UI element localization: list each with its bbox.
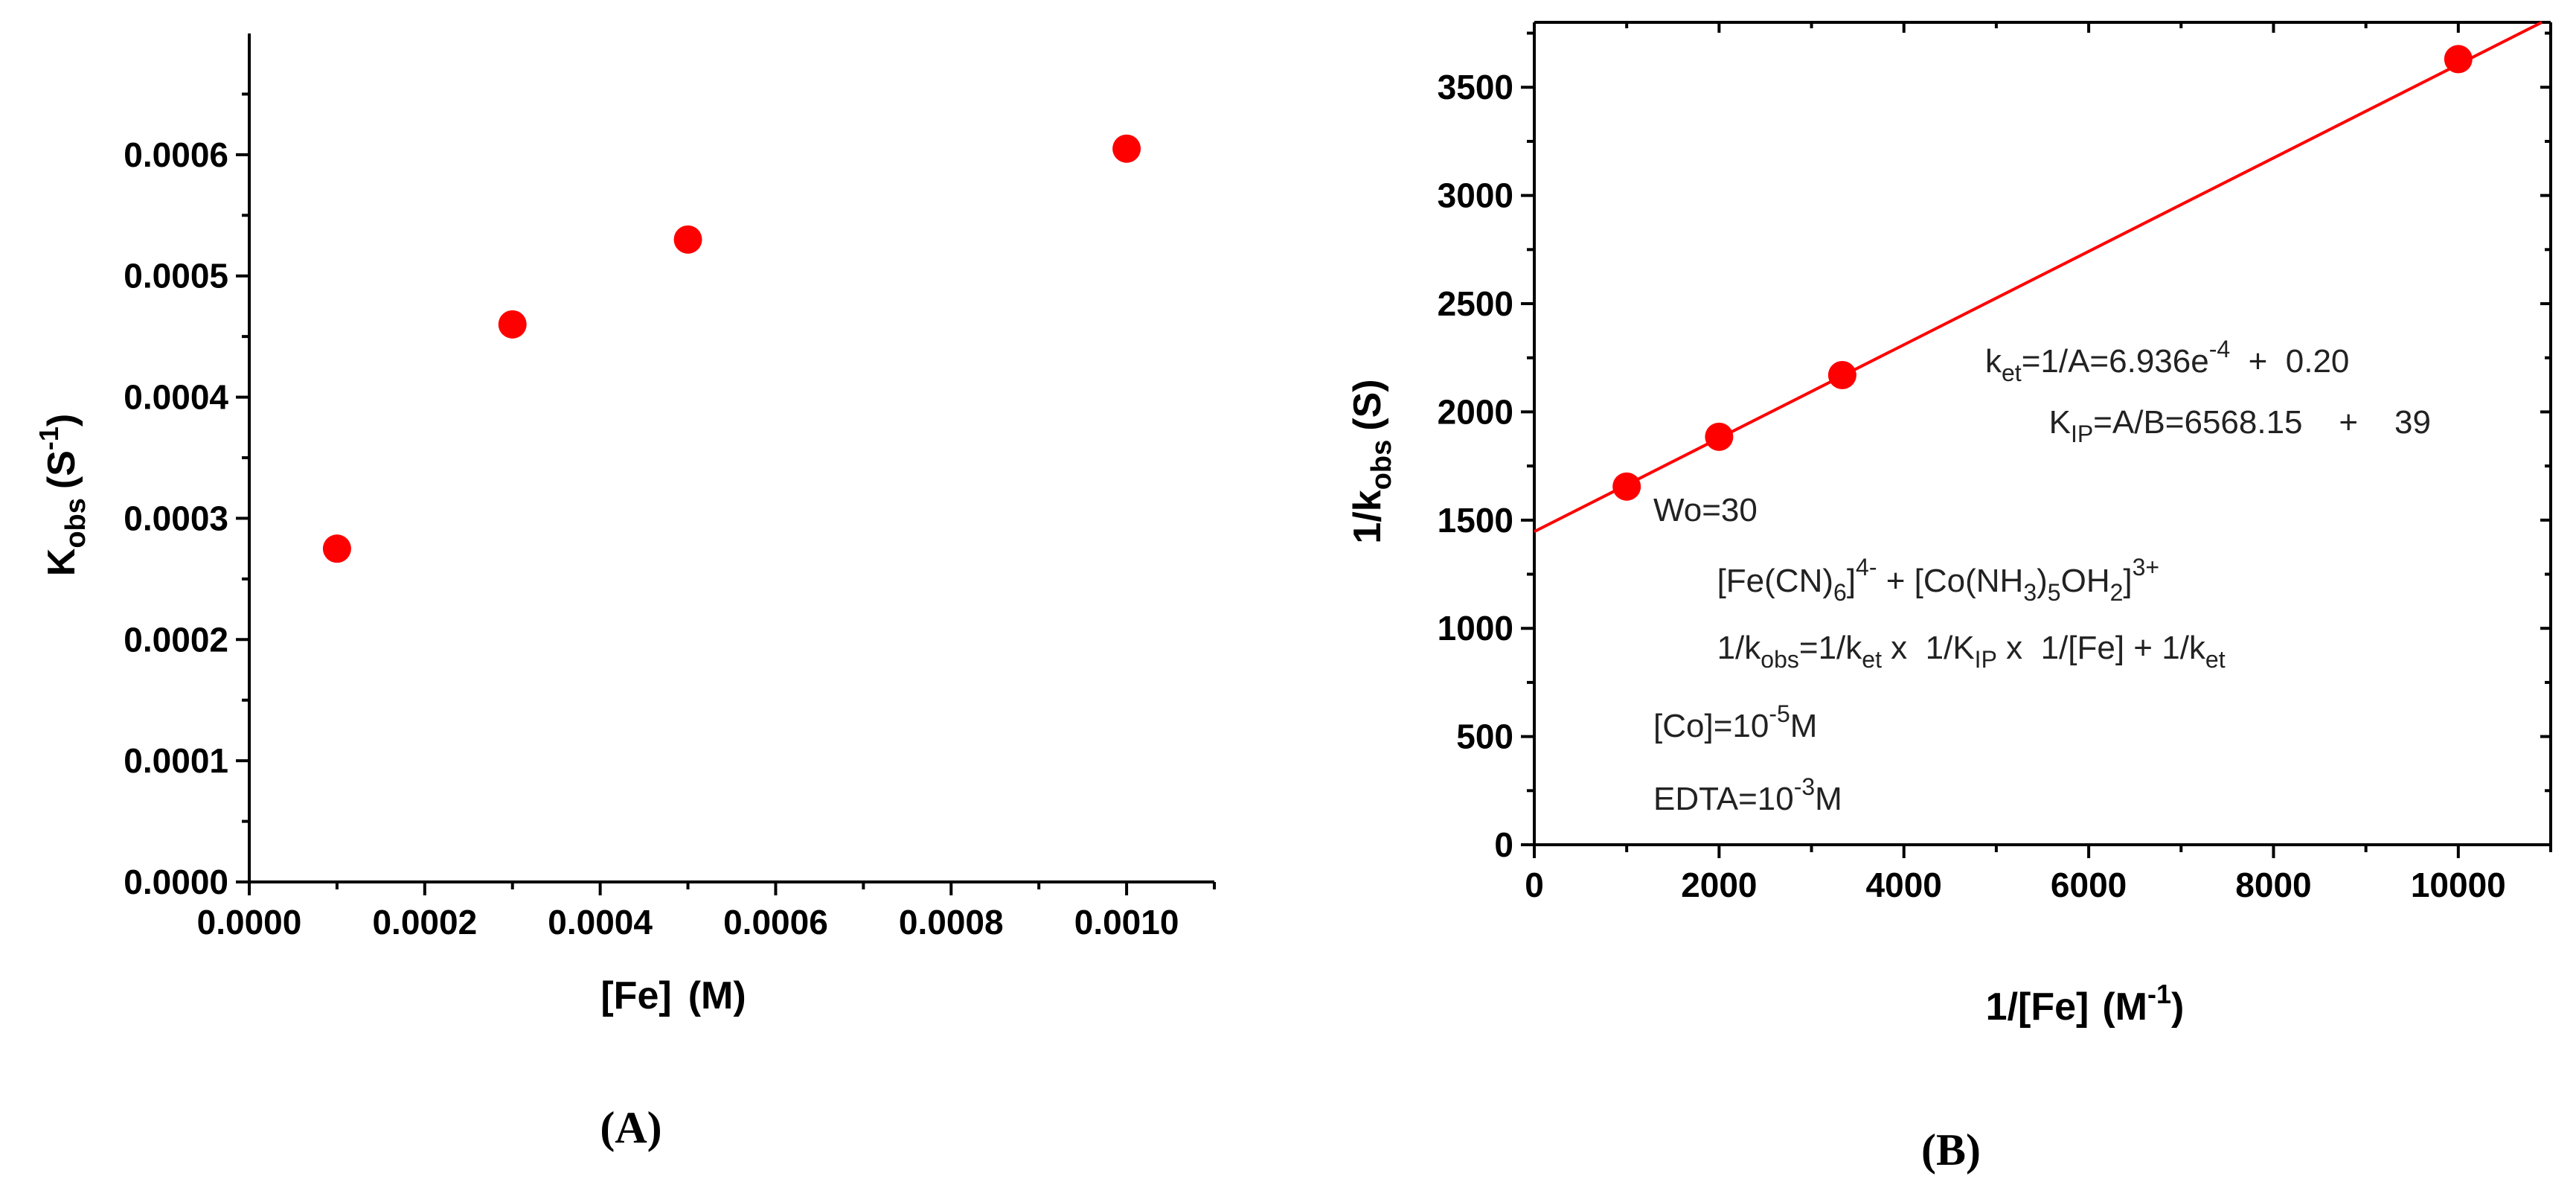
x-tick-label: 0.0000 <box>197 903 302 942</box>
y-tick-label: 0.0004 <box>124 378 228 417</box>
chart-a-axes <box>248 33 1214 883</box>
x-tick-label: 0.0002 <box>372 903 477 942</box>
wo-annotation: Wo=30 <box>1653 492 1758 528</box>
data-point <box>498 310 527 339</box>
chart-b-points <box>1612 45 2473 501</box>
x-tick-label: 0.0008 <box>899 903 1004 942</box>
chart-a: 0.0000 0.0002 0.0004 0.0006 0.0008 0.0010 0.0… <box>33 33 1216 1152</box>
y-tick-label: 1500 <box>1438 501 1513 540</box>
x-tick-label: 8000 <box>2235 866 2311 904</box>
kip-annotation: KIP=A/B=6568.15 + 39 <box>1985 404 2476 447</box>
edta-annotation: EDTA=10-3M <box>1653 773 1842 817</box>
y-tick-label: 0.0003 <box>124 499 228 537</box>
data-point <box>2444 45 2473 74</box>
x-tick-label: 4000 <box>1866 866 1942 904</box>
x-tick-label: 0.0006 <box>723 903 828 942</box>
chart-b-axes <box>1533 21 2552 846</box>
chart-b-panel-label: (B) <box>1921 1125 1981 1174</box>
y-tick-label: 3500 <box>1438 68 1513 106</box>
data-point <box>1827 360 1856 389</box>
y-tick-label: 2500 <box>1438 284 1513 323</box>
x-tick-label: 0.0004 <box>548 903 653 942</box>
y-tick-label: 0.0002 <box>124 620 228 659</box>
y-tick-label: 3000 <box>1438 176 1513 215</box>
y-tick-label: 500 <box>1456 717 1513 756</box>
y-tick-label: 0.0006 <box>124 135 228 174</box>
reaction-annotation: [Fe(CN)6]4- + [Co(NH3)5OH2]3+ <box>1653 546 2205 606</box>
equation-annotation: 1/kobs=1/ket x 1/KIP x 1/[Fe] + 1/ket <box>1653 630 2271 675</box>
fit-line <box>1534 21 2543 534</box>
x-tick-label: 2000 <box>1681 866 1757 904</box>
data-point <box>673 225 702 254</box>
chart-b: 0 2000 4000 6000 8000 10000 0 500 1000 1500 2000 2… <box>1346 21 2552 1174</box>
data-point <box>1112 134 1141 163</box>
chart-a-points <box>322 134 1141 563</box>
y-tick-label: 1000 <box>1438 609 1513 648</box>
chart-a-panel-label: (A) <box>600 1103 661 1152</box>
x-tick-label: 0 <box>1525 866 1544 904</box>
ket-annotation: ket=1/A=6.936e-4 + 0.20 <box>1985 336 2349 386</box>
chart-b-y-axis-title: 1/kobs(S) <box>1346 379 1397 543</box>
chart-a-y-axis-title: Kobs(S-1) <box>33 414 92 576</box>
chart-a-y-ticks: 0.0000 0.0001 0.0002 0.0003 0.0004 0.0005 0.00… <box>124 92 249 901</box>
chart-a-x-axis-title: [Fe] (M) <box>600 974 746 1017</box>
chart-b-x-axis-title: 1/[Fe] (M-1) <box>1986 979 2185 1029</box>
y-tick-label: 2000 <box>1438 392 1513 431</box>
x-tick-label: 10000 <box>2411 866 2506 904</box>
y-tick-label: 0.0005 <box>124 257 228 295</box>
chart-b-fit-line <box>1534 21 2543 534</box>
x-tick-label: 0.0010 <box>1074 903 1179 942</box>
data-point <box>322 534 351 563</box>
data-point <box>1612 472 1641 501</box>
chart-b-x-ticks: 0 2000 4000 6000 8000 10000 <box>1525 22 2552 904</box>
co-annotation: [Co]=10-5M <box>1653 700 1817 744</box>
y-tick-label: 0 <box>1494 825 1513 864</box>
x-tick-label: 6000 <box>2051 866 2127 904</box>
data-point <box>1705 422 1734 451</box>
y-tick-label: 0.0001 <box>124 741 228 780</box>
chart-a-x-ticks: 0.0000 0.0002 0.0004 0.0006 0.0008 0.0010 <box>197 882 1216 942</box>
chart-b-y-ticks: 0 500 1000 1500 2000 2500 3000 3500 <box>1438 31 2551 864</box>
y-tick-label: 0.0000 <box>124 863 228 901</box>
